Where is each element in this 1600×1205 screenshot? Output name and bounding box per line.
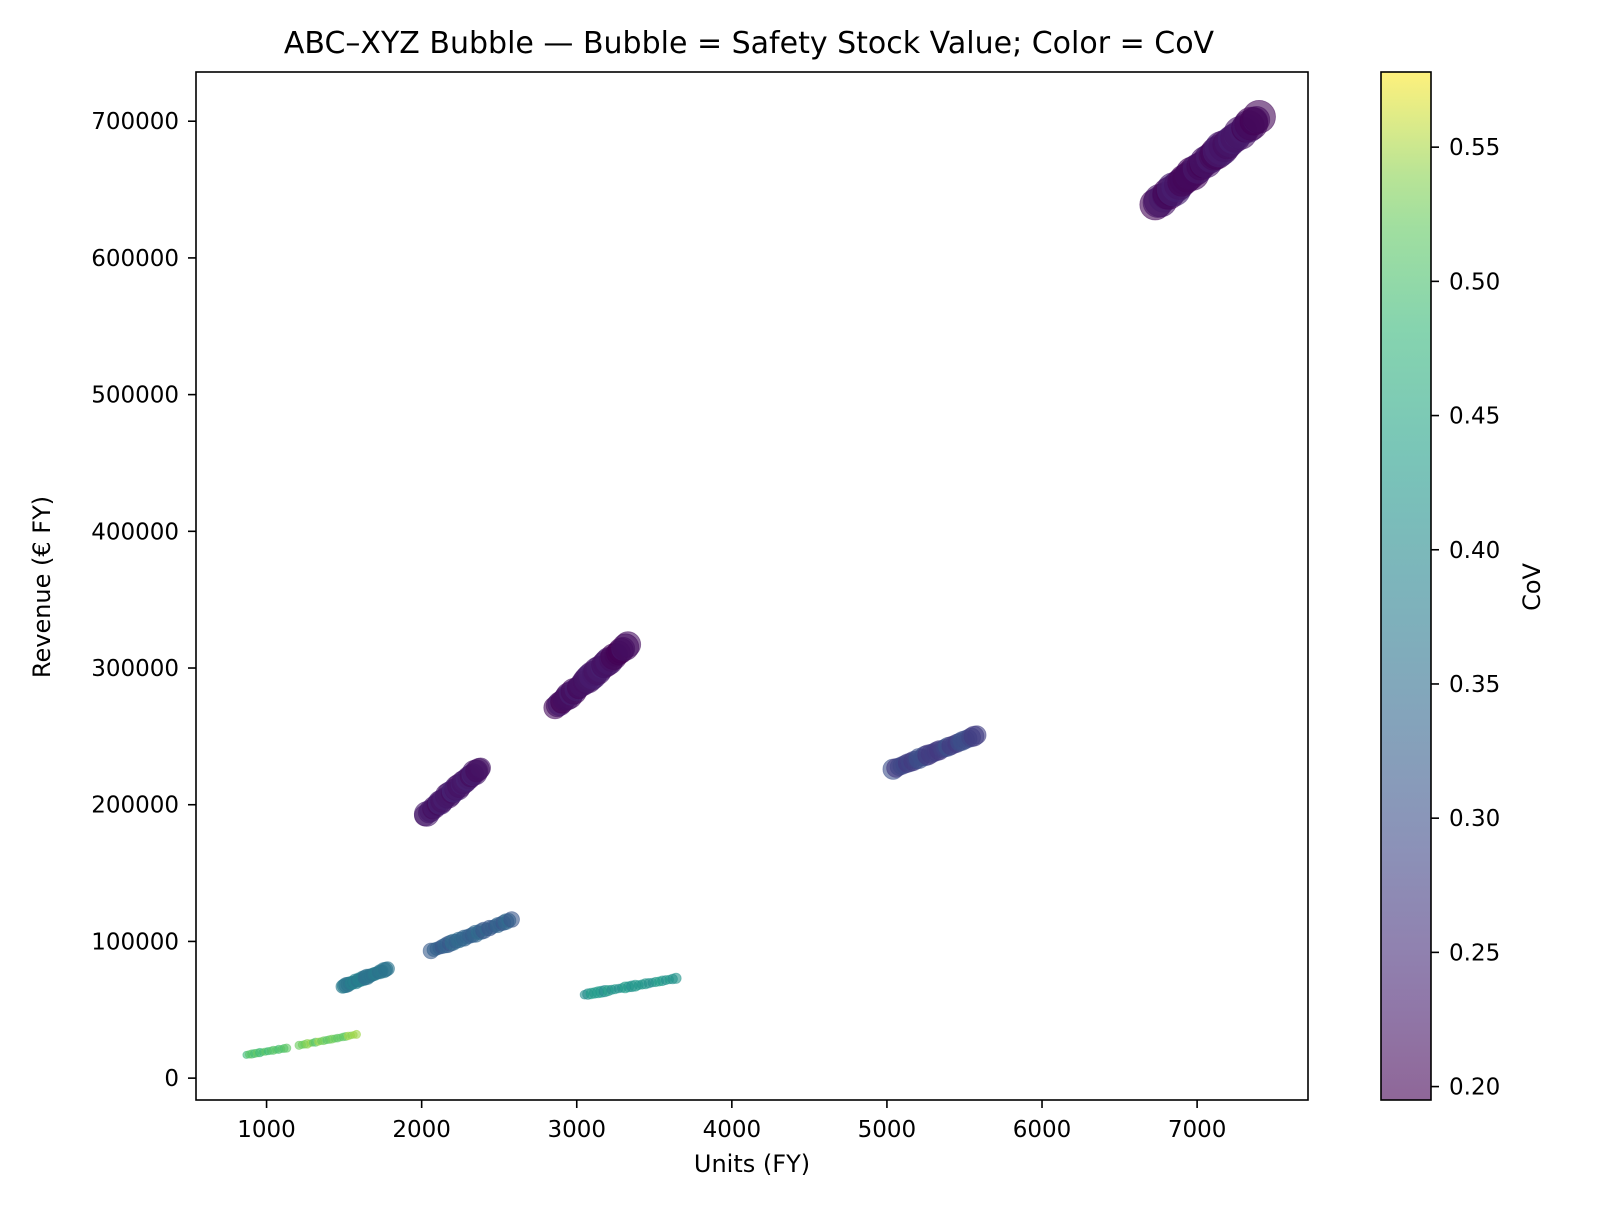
y-axis: 0 100000 200000 300000 400000 500000 600000 700… <box>91 109 196 1092</box>
plot-frame <box>195 71 1309 1101</box>
colorbar-tick-label: 0.30 <box>1449 806 1500 832</box>
x-tick-label: 7000 <box>1168 1117 1227 1143</box>
x-tick-label: 3000 <box>547 1117 606 1143</box>
x-tick-label: 2000 <box>392 1117 451 1143</box>
chart-title: ABC–XYZ Bubble — Bubble = Safety Stock V… <box>284 26 1215 61</box>
x-axis: 1000 2000 3000 4000 5000 6000 7000 <box>237 1100 1226 1143</box>
colorbar-label: CoV <box>1518 562 1546 610</box>
y-tick-label: 400000 <box>91 519 179 545</box>
colorbar-tick-label: 0.55 <box>1449 135 1500 161</box>
y-tick-label: 300000 <box>91 656 179 682</box>
colorbar <box>1381 72 1431 1100</box>
bubble-point <box>1242 100 1276 134</box>
x-tick-label: 5000 <box>858 1117 917 1143</box>
y-tick-label: 600000 <box>91 246 179 272</box>
bubble-point <box>351 1029 361 1039</box>
colorbar-frame <box>1380 71 1432 1101</box>
y-tick-label: 700000 <box>91 109 179 135</box>
colorbar-tick-label: 0.45 <box>1449 404 1500 430</box>
plot-background <box>196 72 1308 1100</box>
bubble-point <box>967 725 987 745</box>
bubble-point <box>282 1043 292 1053</box>
x-tick-label: 4000 <box>703 1117 762 1143</box>
bubble-point <box>470 757 492 779</box>
colorbar-tick-label: 0.25 <box>1449 940 1500 966</box>
y-axis-label: Revenue (€ FY) <box>28 496 56 678</box>
y-tick-label: 500000 <box>91 383 179 409</box>
colorbar-tick-label: 0.50 <box>1449 269 1500 295</box>
y-tick-label: 0 <box>164 1066 179 1092</box>
colorbar-tick-label: 0.40 <box>1449 538 1500 564</box>
bubble-point <box>670 972 682 984</box>
x-tick-label: 1000 <box>237 1117 296 1143</box>
bubble-point <box>503 911 520 928</box>
colorbar-tick-label: 0.20 <box>1449 1075 1500 1101</box>
colorbar-tick-label: 0.35 <box>1449 672 1500 698</box>
bubble-series <box>242 100 1276 1059</box>
y-tick-label: 200000 <box>91 793 179 819</box>
x-tick-label: 6000 <box>1013 1117 1072 1143</box>
bubble-point <box>380 961 395 977</box>
y-tick-label: 100000 <box>91 929 179 955</box>
colorbar-axis: 0.20 0.25 0.30 0.35 0.40 0.45 0.50 0.55 <box>1431 135 1500 1101</box>
bubble-point <box>614 631 642 658</box>
x-axis-label: Units (FY) <box>694 1150 810 1178</box>
